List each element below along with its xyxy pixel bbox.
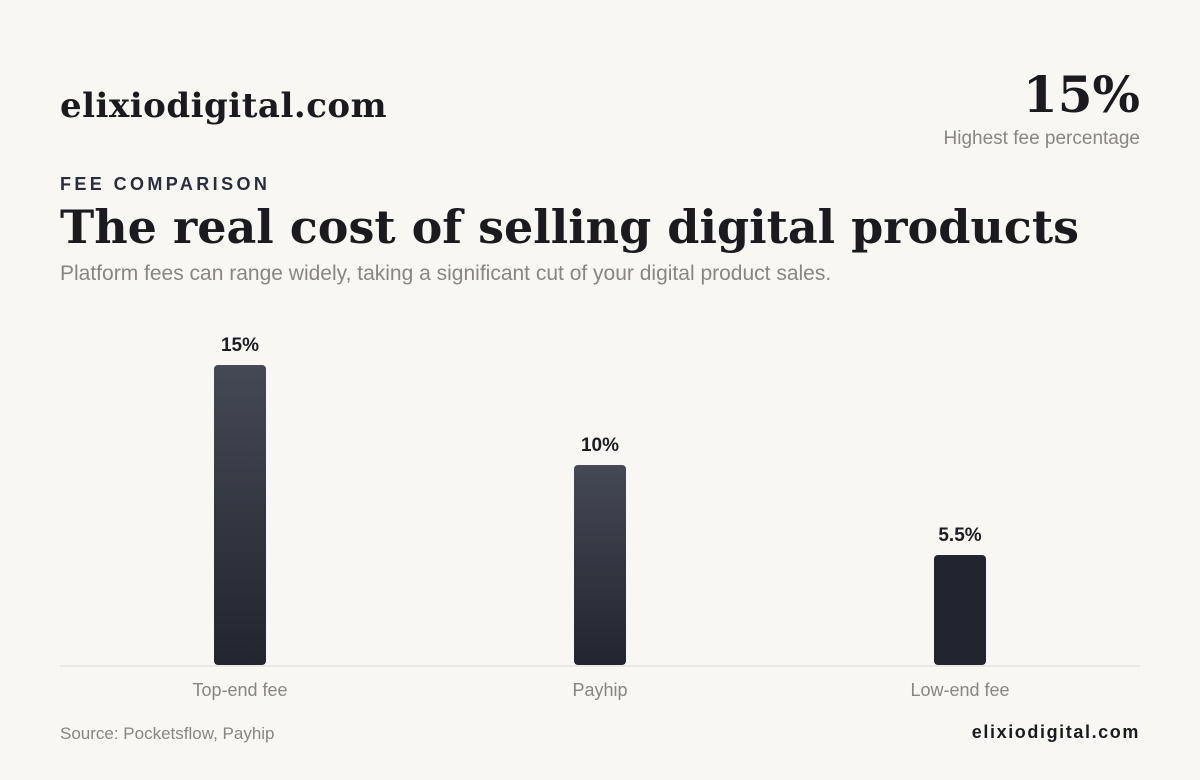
source-note: Source: Pocketsflow, Payhip xyxy=(60,724,275,743)
page-title: The real cost of selling digital product… xyxy=(60,200,1079,254)
bar-value-label: 10% xyxy=(581,435,619,456)
kpi-callout: 15% Highest fee percentage xyxy=(944,70,1140,150)
category-tick-label: Payhip xyxy=(572,680,627,700)
page-subtitle: Platform fees can range widely, taking a… xyxy=(60,262,832,285)
bar-value-label: 5.5% xyxy=(938,525,981,546)
category-tick-label: Low-end fee xyxy=(910,680,1009,700)
eyebrow-label: FEE COMPARISON xyxy=(60,174,271,194)
bar-top-end-fee xyxy=(214,365,266,665)
kpi-value: 15% xyxy=(1022,65,1140,124)
footer-brand: elixiodigital.com xyxy=(971,722,1140,742)
category-tick-label: Top-end fee xyxy=(192,680,287,700)
brand-logo: elixiodigital.com xyxy=(60,86,388,126)
bar-value-label: 15% xyxy=(221,335,259,356)
kpi-label: Highest fee percentage xyxy=(943,128,1140,149)
bar-low-end-fee xyxy=(934,555,986,665)
bar-payhip xyxy=(574,465,626,665)
bars-group: 15% Top-end fee 10% Payhip 5.5% Low-end fee xyxy=(192,335,1009,700)
